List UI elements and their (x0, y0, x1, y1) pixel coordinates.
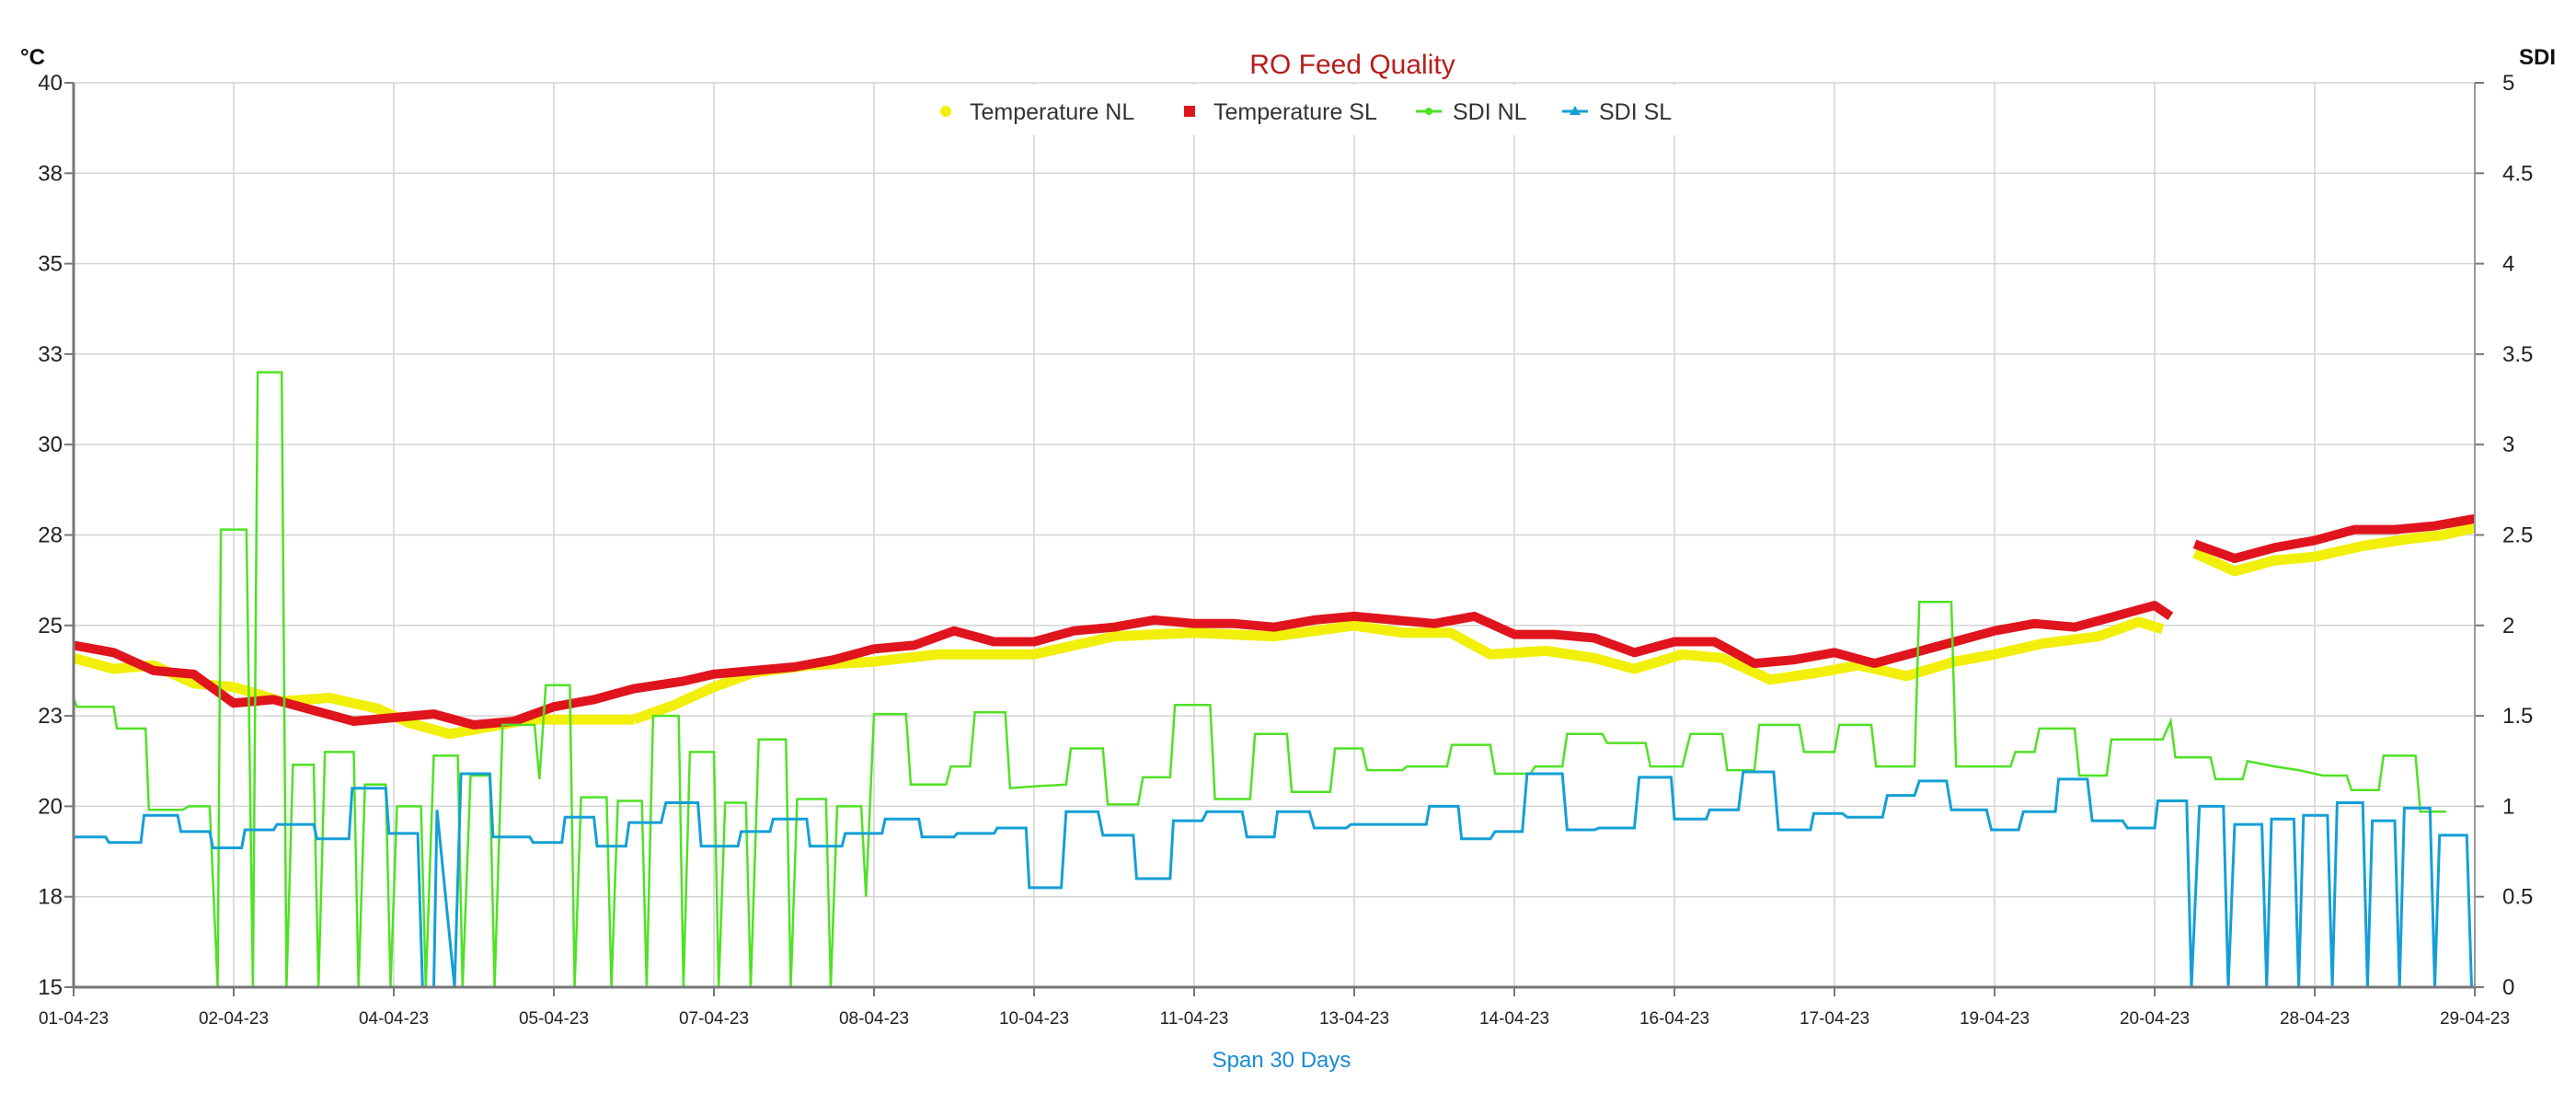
right-axis-unit: SDI (2519, 45, 2556, 70)
right-tick-label: 0.5 (2502, 885, 2533, 910)
left-tick-label: 23 (38, 704, 63, 729)
right-tick-label: 0 (2502, 975, 2514, 1000)
legend-item[interactable]: Temperature SL (1184, 99, 1377, 125)
x-tick-label: 17-04-23 (1800, 1009, 1869, 1029)
legend-marker-circle (1425, 108, 1432, 115)
x-tick-label: 20-04-23 (2120, 1009, 2190, 1029)
temperature-series-line (632, 616, 2165, 725)
legend-label: SDI SL (1599, 99, 1672, 125)
x-tick-label: 14-04-23 (1479, 1009, 1549, 1029)
legend-item[interactable]: SDI NL (1416, 99, 1527, 125)
x-tick-label: 01-04-23 (39, 1009, 109, 1029)
x-tick-label: 02-04-23 (199, 1009, 269, 1029)
sdi-series-line (74, 770, 2473, 989)
legend-marker-square (1184, 106, 1195, 117)
x-tick-label: 29-04-23 (2440, 1009, 2510, 1029)
temperature-series-line (2192, 523, 2477, 577)
sdi-series-line (72, 371, 2446, 988)
right-tick-label: 3.5 (2502, 342, 2533, 367)
legend-label: Temperature NL (970, 99, 1134, 125)
series-layer (72, 371, 2477, 989)
legend-label: SDI NL (1453, 99, 1527, 125)
span-footer: Span 30 Days (1213, 1048, 1351, 1073)
x-tick-label: 11-04-23 (1160, 1009, 1229, 1029)
grid-lines (73, 82, 2476, 988)
x-tick-label: 19-04-23 (1960, 1009, 2030, 1029)
left-tick-label: 33 (38, 342, 63, 367)
x-tick-label: 16-04-23 (1639, 1009, 1709, 1029)
temperature-series-line (2192, 513, 2476, 563)
left-tick-label: 35 (38, 252, 63, 277)
x-tick-label: 28-04-23 (2280, 1009, 2350, 1029)
right-tick-label: 3 (2502, 432, 2514, 457)
x-tick-label: 04-04-23 (359, 1009, 429, 1029)
legend-item[interactable]: Temperature NL (940, 99, 1134, 125)
temperature-series-line (73, 601, 2174, 730)
right-tick-label: 1 (2502, 794, 2514, 819)
legend-marker-circle (940, 106, 951, 117)
axes: 15 18 20 23 25 28 30 33 35 38 40 0 0.5 1 1.5 2 2.5 3 3.5 4 4… (38, 71, 2533, 1029)
right-tick-label: 4.5 (2502, 161, 2533, 186)
left-tick-label: 18 (38, 885, 63, 910)
legend-label: Temperature SL (1213, 99, 1377, 125)
legend-item[interactable]: SDI SL (1562, 99, 1672, 125)
right-tick-label: 2.5 (2502, 523, 2533, 548)
left-tick-label: 30 (38, 432, 63, 457)
x-tick-label: 05-04-23 (519, 1009, 589, 1029)
left-axis-unit: °C (20, 45, 45, 70)
left-tick-label: 38 (38, 161, 63, 186)
right-tick-label: 4 (2502, 252, 2514, 277)
left-tick-label: 15 (38, 975, 63, 1000)
right-tick-label: 5 (2502, 71, 2514, 96)
x-tick-label: 07-04-23 (679, 1009, 749, 1029)
left-tick-label: 28 (38, 523, 63, 548)
right-tick-label: 2 (2502, 614, 2514, 638)
x-tick-label: 10-04-23 (999, 1009, 1069, 1029)
x-tick-label: 13-04-23 (1319, 1009, 1389, 1029)
left-tick-label: 40 (38, 71, 63, 96)
chart-title: RO Feed Quality (1249, 50, 1455, 80)
legend-marker-triangle (1570, 106, 1581, 115)
right-tick-label: 1.5 (2502, 704, 2533, 729)
left-tick-label: 20 (38, 794, 63, 819)
x-tick-label: 08-04-23 (839, 1009, 909, 1029)
left-tick-label: 25 (38, 614, 63, 638)
legend[interactable]: Temperature NL Temperature SL SDI NL SDI SL (915, 85, 1697, 135)
